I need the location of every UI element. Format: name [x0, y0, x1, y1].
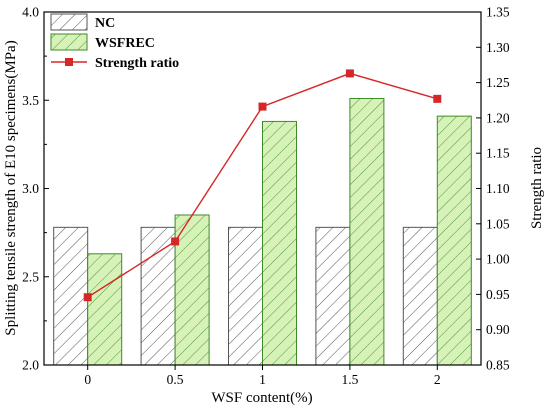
y2-tick-label: 1.35: [486, 5, 510, 20]
y-tick-label: 3.0: [22, 181, 39, 196]
y2-tick-label: 1.00: [486, 252, 510, 267]
y2-tick-label: 0.95: [486, 287, 510, 302]
y-tick-label: 2.5: [22, 269, 39, 284]
legend-swatch-wsfrec: [50, 33, 88, 51]
bar-nc: [315, 226, 351, 366]
x-axis-title: WSF content(%): [211, 390, 312, 406]
y2-tick-label: 1.05: [486, 216, 510, 231]
y2-axis-title: Strength ratio: [529, 147, 545, 229]
y-tick-label: 4.0: [22, 5, 39, 20]
legend-label-ratio: Strength ratio: [95, 56, 179, 71]
bar-nc: [53, 226, 89, 366]
bar-nc: [228, 226, 263, 366]
x-tick-label: 1.5: [341, 372, 358, 387]
x-tick-label: 2: [434, 372, 441, 387]
y2-tick-label: 1.30: [486, 40, 510, 55]
y-tick-label: 3.5: [22, 93, 39, 108]
legend-label-nc: NC: [95, 16, 115, 31]
legend-swatch-nc: [50, 13, 88, 31]
ratio-point: [83, 293, 92, 302]
y2-tick-label: 1.20: [486, 110, 510, 125]
y-axis-title: Splitting tensile strength of E10 specim…: [3, 40, 19, 335]
x-tick-label: 1: [259, 372, 266, 387]
bar-wsfrec: [174, 214, 210, 366]
legend-marker-ratio: [65, 58, 73, 66]
ratio-point: [171, 237, 180, 246]
left-axis: 2.0 2.5 3.0 3.5 4.0: [22, 5, 49, 373]
x-axis: 0 0.5 1 1.5 2: [84, 365, 441, 387]
bars-layer: [53, 97, 472, 366]
y2-tick-label: 1.15: [486, 146, 510, 161]
bar-wsfrec: [436, 115, 472, 366]
bar-wsfrec: [87, 253, 123, 366]
x-tick-label: 0.5: [167, 372, 184, 387]
legend: NC WSFREC Strength ratio: [50, 13, 179, 71]
y2-tick-label: 1.10: [486, 181, 510, 196]
legend-label-wsfrec: WSFREC: [95, 36, 155, 51]
y2-tick-label: 0.85: [486, 358, 510, 373]
bar-wsfrec: [262, 120, 297, 366]
x-tick-label: 0: [84, 372, 91, 387]
y2-tick-label: 1.25: [486, 75, 510, 90]
y2-tick-label: 0.90: [486, 322, 510, 337]
ratio-line-layer: [83, 69, 442, 302]
ratio-point: [433, 94, 442, 103]
bar-nc: [402, 226, 438, 366]
bar-wsfrec: [349, 97, 385, 366]
y-tick-label: 2.0: [22, 358, 39, 373]
right-axis: 0.85 0.90 0.95 1.00 1.05 1.10 1.15 1.20 1.25 1.30…: [476, 5, 510, 373]
ratio-point: [258, 102, 267, 111]
ratio-point: [345, 69, 354, 78]
bar-nc: [140, 226, 176, 366]
